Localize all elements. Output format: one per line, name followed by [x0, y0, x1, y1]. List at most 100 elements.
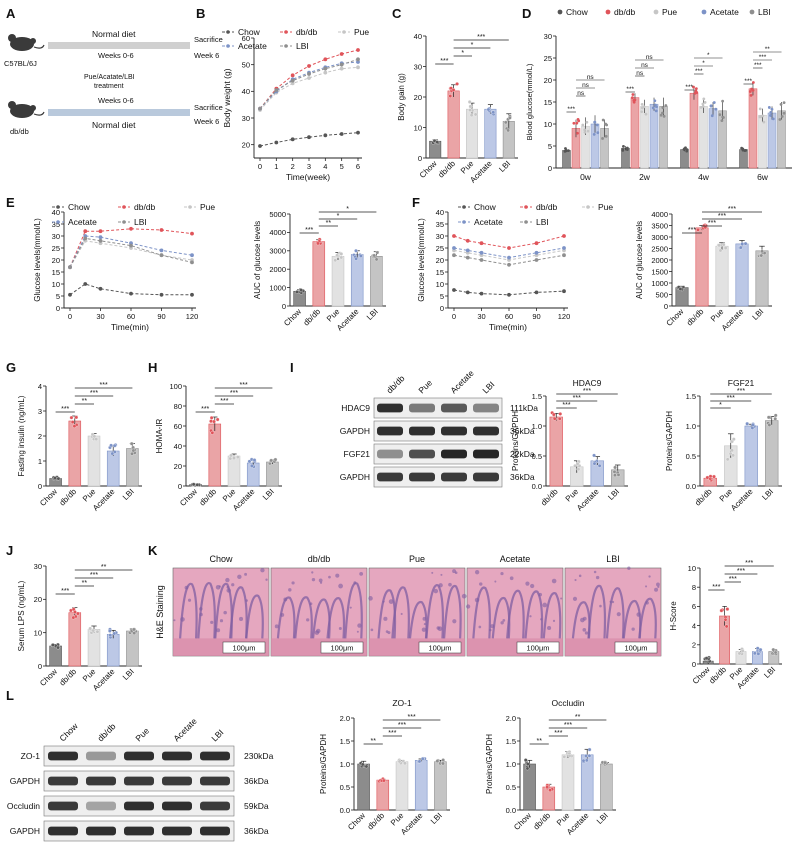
data-point [592, 461, 597, 466]
data-point [525, 762, 530, 766]
data-point [551, 412, 556, 417]
data-point [661, 106, 665, 110]
data-point [717, 243, 721, 248]
tissue-nucleus [645, 585, 648, 588]
series-point-acetate [534, 250, 539, 255]
data-point [467, 100, 472, 104]
y-tick-label: 0 [56, 304, 60, 313]
y-tick-label: 25 [436, 244, 444, 253]
data-point [581, 123, 585, 127]
data-point [506, 128, 510, 133]
blot-protein-label: FGF21 [344, 449, 371, 459]
bar-db-db [689, 92, 699, 169]
series-point-lbi [98, 238, 103, 243]
scale-bar-label: 100μm [330, 644, 353, 653]
x-tick-label: Acetate [720, 307, 746, 333]
y-tick-label: 0 [664, 302, 668, 311]
sig-label: *** [708, 220, 716, 227]
sig-label: ns [582, 82, 590, 89]
tissue-nucleus [538, 592, 543, 597]
sig-label: *** [220, 398, 228, 405]
data-point [74, 415, 79, 420]
bar-acetate [708, 108, 718, 169]
series-point-chow [274, 140, 279, 145]
mouse-icon [8, 101, 45, 118]
data-point [718, 113, 722, 117]
bar-acetate [350, 254, 364, 307]
data-point [70, 420, 75, 424]
chart-title: HDAC9 [573, 378, 602, 388]
data-point [448, 94, 453, 98]
legend-marker-pue [342, 30, 346, 34]
y-tick-label: 2000 [269, 265, 286, 274]
tissue-nucleus [551, 578, 557, 584]
blot-protein-label: ZO-1 [21, 751, 41, 761]
y-tick-label: 10 [436, 280, 444, 289]
y-tick-label: 35 [436, 220, 444, 229]
y-tick-label: 5000 [269, 210, 286, 219]
data-point [576, 117, 580, 121]
sig-label: *** [230, 390, 238, 397]
sig-label: *** [408, 714, 416, 721]
sig-label: *** [90, 572, 98, 579]
data-point [486, 107, 491, 112]
bar-acetate [414, 760, 428, 811]
data-point [557, 416, 562, 421]
y-tick-label: 15 [544, 98, 552, 107]
legend-marker-db-db [122, 205, 126, 209]
legend-layer: Chow db/db Pue Acetate LBI Chow db/db Pue Acetat… [52, 7, 771, 227]
sig-label: *** [729, 576, 737, 583]
data-point [95, 629, 100, 634]
tissue-nucleus [461, 593, 467, 599]
y-axis-title: Glucose levels(mmol/L) [417, 218, 426, 302]
series-point-acetate [562, 246, 566, 250]
series-point-lbi [190, 260, 194, 265]
tissue-nucleus [440, 573, 443, 576]
data-point [731, 453, 735, 458]
tissue-nucleus [245, 599, 248, 602]
sig-label: *** [388, 730, 396, 737]
data-point [593, 120, 597, 124]
data-point [525, 766, 530, 771]
lane-label-chow: Chow [57, 720, 80, 743]
tissue-nucleus [357, 623, 362, 628]
data-point [441, 758, 445, 762]
y-tick-label: 30 [414, 62, 422, 71]
tissue-villus [391, 586, 410, 639]
data-point [631, 93, 635, 96]
data-point [88, 626, 93, 631]
sig-label: *** [744, 78, 752, 85]
data-point [725, 607, 730, 611]
data-point [420, 756, 425, 761]
y-tick-label: 1.5 [506, 737, 516, 746]
y-tick-label: 10 [414, 123, 422, 132]
y-axis-title: HOMA-IR [155, 418, 164, 453]
tissue-nucleus [580, 617, 585, 623]
series-point-chow [290, 137, 295, 142]
tissue-nucleus [540, 618, 543, 621]
y-tick-label: 20 [242, 140, 250, 149]
data-point [769, 114, 772, 117]
sig-label: *** [737, 388, 745, 395]
data-point [129, 441, 134, 446]
x-tick-label: 0w [580, 172, 592, 182]
tissue-villus [605, 587, 625, 639]
blot-size-label: 230kDa [244, 751, 274, 761]
legend-marker-lbi [284, 44, 288, 48]
tissue-villus [276, 596, 296, 639]
scale-bar-box [320, 641, 364, 654]
data-point [701, 104, 705, 108]
timeline-bar-normal [48, 42, 190, 49]
tissue-nucleus [223, 610, 227, 615]
data-point [503, 120, 508, 125]
legend-label-lbi: LBI [134, 217, 147, 227]
blot-band [162, 776, 192, 786]
x-tick-label: db/db [532, 811, 553, 832]
bar-lbi [266, 461, 279, 487]
tissue-villus [443, 584, 462, 639]
x-tick-label: LBI [595, 811, 610, 826]
blot-protein-label: GAPDH [340, 472, 370, 482]
legend-marker-acetate [56, 220, 60, 224]
tissue-nucleus [645, 601, 649, 605]
